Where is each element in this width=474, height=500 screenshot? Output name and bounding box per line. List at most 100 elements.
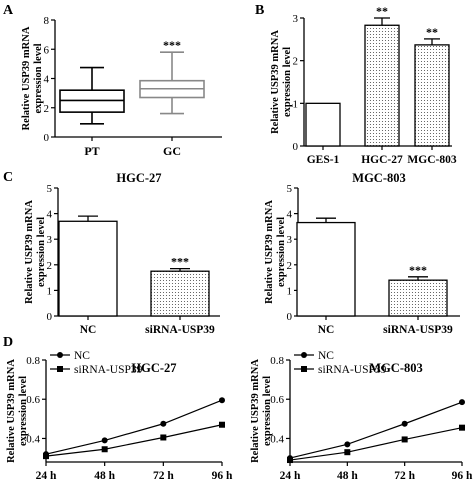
x-tick-label: 72 h bbox=[153, 470, 174, 482]
y-tick-label: 1 bbox=[47, 285, 53, 297]
y-tick-label: 0 bbox=[44, 132, 50, 144]
x-tick-label: 24 h bbox=[280, 470, 301, 482]
y-tick-label: 0.6 bbox=[26, 394, 40, 406]
y-tick-label: 3 bbox=[293, 13, 299, 25]
y-axis-title-line1: Relative USP39 mRNA bbox=[250, 359, 261, 463]
bar-nc bbox=[296, 221, 356, 317]
data-point-circle bbox=[101, 437, 108, 444]
significance-mark: *** bbox=[171, 255, 189, 269]
legend-label: NC bbox=[74, 350, 90, 362]
chart-title: MGC-803 bbox=[369, 361, 422, 375]
bar-ges-1 bbox=[305, 102, 341, 147]
y-tick-label: 0.4 bbox=[270, 433, 284, 445]
y-axis-title: Relative USP39 mRNAexpression level bbox=[250, 359, 273, 463]
data-point-circle bbox=[160, 420, 167, 427]
bar-hgc-27 bbox=[364, 24, 400, 147]
data-point-circle bbox=[401, 420, 408, 427]
x-tick-label: 96 h bbox=[452, 470, 473, 482]
y-axis-title-line2: expression level bbox=[36, 217, 47, 287]
y-axis-title-line2: expression level bbox=[262, 376, 273, 446]
significance-mark: *** bbox=[409, 263, 427, 277]
y-tick-label: 0.6 bbox=[270, 394, 284, 406]
data-point-square bbox=[101, 446, 108, 453]
legend-marker-circle bbox=[301, 352, 307, 358]
bar-nc bbox=[58, 220, 118, 317]
y-tick-label: 5 bbox=[47, 183, 53, 195]
y-tick-label: 0 bbox=[287, 311, 293, 323]
series-sirna-usp39 bbox=[43, 421, 225, 460]
x-tick-label: 48 h bbox=[337, 470, 358, 482]
x-tick-label: 72 h bbox=[394, 470, 415, 482]
y-tick-label: 6 bbox=[44, 44, 50, 56]
bar-sirna-usp39 bbox=[150, 270, 210, 317]
y-tick-label: 2 bbox=[47, 260, 53, 272]
legend-label: NC bbox=[318, 350, 334, 362]
y-tick-label: 0.8 bbox=[26, 355, 40, 367]
data-point-square bbox=[459, 424, 465, 431]
data-point-square bbox=[43, 453, 49, 460]
series-line bbox=[289, 401, 463, 459]
y-tick-label: 4 bbox=[287, 209, 293, 221]
legend-label: siRNA-USP39 bbox=[318, 364, 387, 376]
bar-mgc-803 bbox=[414, 44, 450, 147]
y-tick-label: 3 bbox=[287, 234, 293, 246]
data-point-square bbox=[287, 457, 293, 464]
y-axis-title-line2: expression level bbox=[282, 47, 293, 117]
bar-sirna-usp39 bbox=[388, 279, 448, 317]
panel-label-c: C bbox=[3, 170, 13, 185]
data-point-square bbox=[219, 421, 225, 428]
y-tick-label: 2 bbox=[44, 103, 50, 115]
panel-label-b: B bbox=[255, 3, 264, 18]
y-tick-label: 1 bbox=[287, 285, 293, 297]
y-axis-title: Relative USP39 mRNAexpression level bbox=[21, 26, 44, 130]
legend-label: siRNA-USP39 bbox=[74, 364, 143, 376]
legend-marker-square bbox=[57, 366, 63, 372]
x-tick-label: 96 h bbox=[212, 470, 233, 482]
y-axis-title-line1: Relative USP39 mRNA bbox=[24, 200, 35, 304]
significance-mark: ** bbox=[426, 25, 438, 39]
series-line bbox=[289, 427, 463, 461]
y-axis-title: Relative USP39 mRNAexpression level bbox=[270, 30, 293, 134]
series-sirna-usp39 bbox=[287, 424, 465, 464]
data-point-square bbox=[401, 436, 408, 443]
y-axis-title-line2: expression level bbox=[276, 217, 287, 287]
panel-label-a: A bbox=[3, 3, 14, 18]
x-tick-label: NC bbox=[80, 324, 97, 336]
y-axis-title-line2: expression level bbox=[33, 43, 44, 113]
legend-marker-circle bbox=[57, 352, 63, 358]
y-tick-label: 4 bbox=[44, 74, 50, 86]
y-tick-label: 4 bbox=[47, 209, 53, 221]
x-tick-label: PT bbox=[84, 144, 99, 158]
data-point-circle bbox=[219, 397, 225, 404]
y-tick-label: 5 bbox=[287, 183, 293, 195]
box-gc bbox=[139, 51, 205, 115]
y-axis-title: Relative USP39 mRNAexpression level bbox=[264, 200, 287, 304]
panel-label-d: D bbox=[3, 335, 13, 350]
y-axis-title: Relative USP39 mRNAexpression level bbox=[24, 200, 47, 304]
x-tick-label: 24 h bbox=[36, 470, 57, 482]
box-pt bbox=[59, 66, 125, 125]
y-tick-label: 0 bbox=[47, 311, 53, 323]
y-tick-label: 8 bbox=[44, 15, 50, 27]
data-point-circle bbox=[459, 399, 465, 406]
chart-title: HGC-27 bbox=[131, 361, 176, 375]
chart-title: HGC-27 bbox=[116, 171, 161, 185]
x-tick-label: 48 h bbox=[94, 470, 115, 482]
y-tick-label: 1 bbox=[293, 98, 299, 110]
y-tick-label: 2 bbox=[293, 56, 299, 68]
y-axis-title-line1: Relative USP39 mRNA bbox=[21, 26, 32, 130]
y-axis-title-line2: expression level bbox=[18, 376, 29, 446]
x-tick-label: siRNA-USP39 bbox=[145, 324, 215, 336]
x-tick-label: MGC-803 bbox=[407, 154, 456, 166]
data-point-square bbox=[344, 449, 351, 456]
series-nc bbox=[287, 399, 465, 462]
y-tick-label: 0.8 bbox=[270, 355, 284, 367]
y-axis-title: Relative USP39 mRNAexpression level bbox=[6, 359, 29, 463]
y-axis-title-line1: Relative USP39 mRNA bbox=[6, 359, 17, 463]
series-line bbox=[45, 424, 223, 457]
